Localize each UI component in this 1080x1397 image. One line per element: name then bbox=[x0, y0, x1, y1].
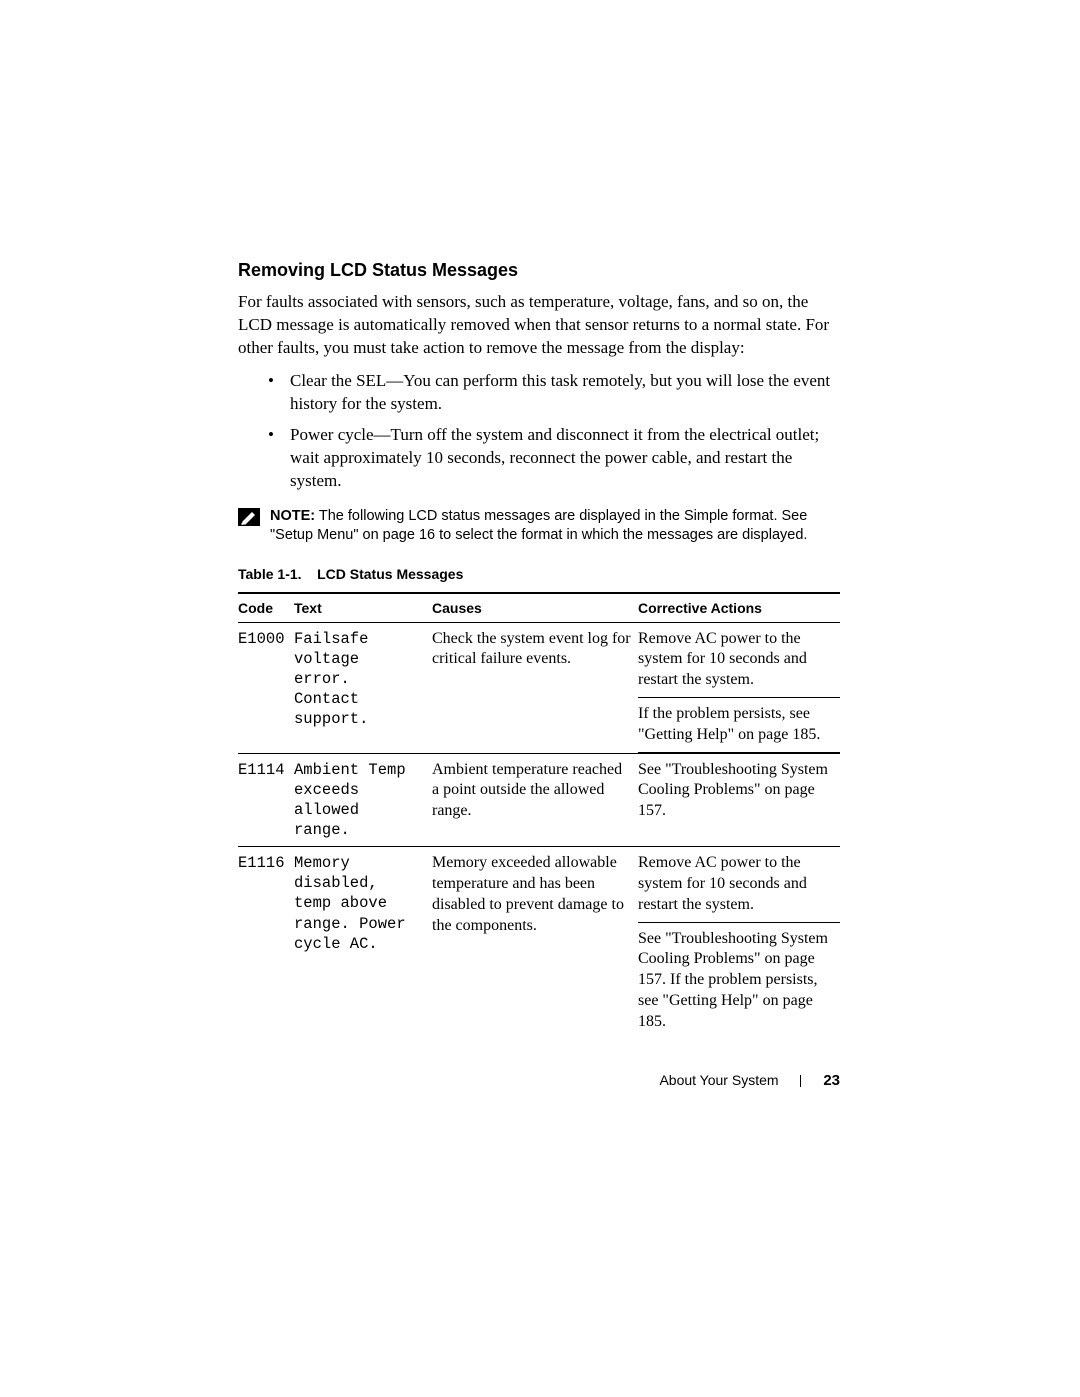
cell-text: Memorydisabled,temp aboverange. Powercyc… bbox=[294, 847, 432, 1039]
cell-cause: Ambient temperature reached a point outs… bbox=[432, 753, 638, 847]
cell-action: If the problem persists, see "Getting He… bbox=[638, 698, 840, 753]
page-content: Removing LCD Status Messages For faults … bbox=[238, 260, 840, 1039]
cell-code: E1116 bbox=[238, 847, 294, 1039]
cell-code: E1000 bbox=[238, 622, 294, 752]
cell-action: See "Troubleshooting System Cooling Prob… bbox=[638, 922, 840, 1038]
table-caption: Table 1-1. LCD Status Messages bbox=[238, 566, 840, 582]
footer-page-number: 23 bbox=[823, 1072, 840, 1089]
col-header-text: Text bbox=[294, 593, 432, 623]
col-header-causes: Causes bbox=[432, 593, 638, 623]
cell-action: See "Troubleshooting System Cooling Prob… bbox=[638, 753, 840, 847]
note-label: NOTE: bbox=[270, 508, 315, 524]
note-body: The following LCD status messages are di… bbox=[270, 508, 807, 544]
status-table: Code Text Causes Corrective Actions E100… bbox=[238, 592, 840, 1039]
table-caption-title: LCD Status Messages bbox=[317, 566, 463, 582]
footer-separator bbox=[800, 1075, 801, 1087]
cell-action: Remove AC power to the system for 10 sec… bbox=[638, 847, 840, 922]
footer-section: About Your System bbox=[659, 1072, 778, 1088]
note-block: NOTE: The following LCD status messages … bbox=[238, 507, 840, 546]
page-footer: About Your System 23 bbox=[238, 1072, 840, 1089]
table-row: E1114 Ambient Tempexceedsallowedrange. A… bbox=[238, 753, 840, 847]
col-header-actions: Corrective Actions bbox=[638, 593, 840, 623]
table-header-row: Code Text Causes Corrective Actions bbox=[238, 593, 840, 623]
table-row: E1116 Memorydisabled,temp aboverange. Po… bbox=[238, 847, 840, 922]
intro-paragraph: For faults associated with sensors, such… bbox=[238, 291, 840, 360]
bullet-list: Clear the SEL—You can perform this task … bbox=[238, 370, 840, 493]
table-row: E1000 Failsafevoltageerror.Contactsuppor… bbox=[238, 622, 840, 697]
note-text: NOTE: The following LCD status messages … bbox=[270, 507, 840, 546]
col-header-code: Code bbox=[238, 593, 294, 623]
list-item: Clear the SEL—You can perform this task … bbox=[268, 370, 840, 416]
section-heading: Removing LCD Status Messages bbox=[238, 260, 840, 281]
cell-code: E1114 bbox=[238, 753, 294, 847]
cell-action: Remove AC power to the system for 10 sec… bbox=[638, 622, 840, 697]
cell-text: Failsafevoltageerror.Contactsupport. bbox=[294, 622, 432, 752]
table-caption-prefix: Table 1-1. bbox=[238, 566, 302, 582]
list-item: Power cycle—Turn off the system and disc… bbox=[268, 424, 840, 493]
cell-cause: Memory exceeded allowable temperature an… bbox=[432, 847, 638, 1039]
note-icon bbox=[238, 508, 260, 526]
cell-text: Ambient Tempexceedsallowedrange. bbox=[294, 753, 432, 847]
cell-cause: Check the system event log for critical … bbox=[432, 622, 638, 752]
